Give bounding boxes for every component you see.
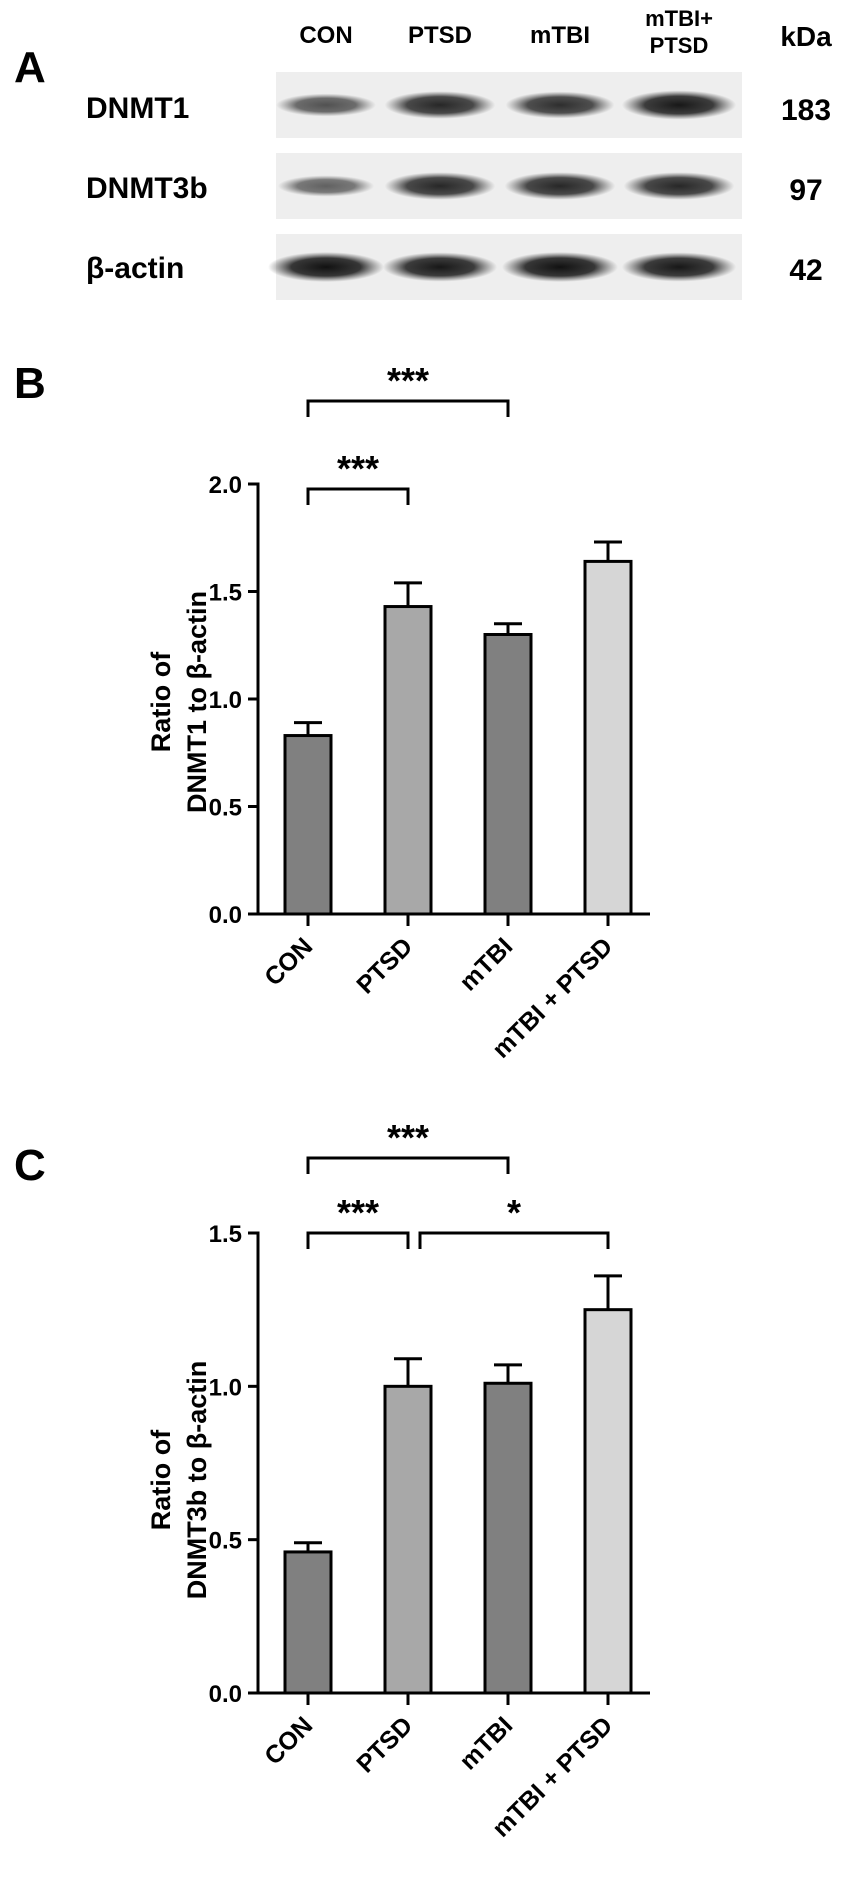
dnmt1-category-label-3: mTBI (454, 932, 518, 996)
dnmt3b-significance-bracket-3 (418, 1231, 610, 1249)
blot-row-label-beta-actin: β-actin (86, 252, 184, 285)
lane-label-mtbi: mTBI (530, 22, 590, 49)
blot-band-dnmt3b-3 (504, 172, 616, 200)
dnmt1-significance-label-2: *** (337, 448, 379, 489)
dnmt1-y-tick-label: 1.5 (209, 580, 242, 607)
panel-letter-c: C (14, 1141, 46, 1190)
dnmt1-ylabel-line1: Ratio of (146, 651, 176, 752)
blot-kda-dnmt1: 183 (781, 94, 831, 127)
dnmt1-bar-2 (383, 605, 433, 916)
blot-band-actin-3 (502, 252, 618, 282)
dnmt3b-bar-2 (383, 1384, 433, 1695)
western-blot-panel: A CON PTSD mTBI mTBI+ PTSD kDa DNMT1 DNM… (14, 6, 832, 300)
dnmt3b-ylabel-line1: Ratio of (146, 1429, 176, 1530)
dnmt3b-significance-label-2: *** (337, 1192, 379, 1233)
dnmt3b-bar-3 (483, 1381, 533, 1695)
dnmt3b-bar-1 (283, 1550, 333, 1695)
dnmt3b-chart: C Ratio of DNMT3b to β-actin 0.0 0.5 1.0 1.… (14, 1117, 650, 1843)
blot-row-label-dnmt1: DNMT1 (86, 92, 189, 125)
blot-band-dnmt1-4 (621, 90, 737, 120)
dnmt1-y-tick-label: 2.0 (209, 472, 242, 499)
dnmt3b-category-label-3: mTBI (454, 1711, 518, 1775)
dnmt1-category-label-1: CON (259, 932, 318, 991)
dnmt3b-y-tick-label: 1.5 (209, 1221, 242, 1248)
blot-strips (268, 72, 742, 300)
lane-label-con: CON (299, 22, 352, 49)
dnmt1-category-label-2: PTSD (351, 932, 418, 999)
dnmt3b-bar-4 (583, 1308, 633, 1695)
blot-band-dnmt1-2 (384, 91, 496, 119)
dnmt3b-y-tick-label: 0.0 (209, 1681, 242, 1708)
dnmt3b-ylabel-line2: DNMT3b to β-actin (182, 1361, 212, 1599)
blot-band-dnmt3b-1 (277, 175, 375, 197)
lane-label-mtbi-ptsd-line1: mTBI+ (645, 6, 713, 31)
panel-letter-a: A (14, 43, 46, 92)
dnmt3b-y-tick-label: 0.5 (209, 1528, 242, 1555)
dnmt1-bar-1 (283, 734, 333, 916)
dnmt1-significance-bracket-1 (306, 399, 510, 417)
blot-band-dnmt1-1 (276, 93, 376, 117)
dnmt3b-significance-label-3: * (507, 1192, 521, 1233)
blot-band-dnmt3b-2 (384, 172, 496, 200)
dnmt3b-significance-label-1: *** (387, 1117, 429, 1158)
blot-row-label-dnmt3b: DNMT3b (86, 172, 208, 205)
lane-label-mtbi-ptsd-line2: PTSD (650, 33, 709, 58)
dnmt1-y-tick-label: 1.0 (209, 687, 242, 714)
dnmt1-chart: B Ratio of DNMT1 to β-actin 0.0 0.5 1.0 1.5… (14, 359, 650, 1064)
dnmt1-significance-bracket-2 (306, 487, 410, 505)
dnmt3b-significance-bracket-2 (306, 1231, 410, 1249)
dnmt3b-category-label-2: PTSD (351, 1711, 418, 1778)
blot-kda-beta-actin: 42 (789, 254, 822, 287)
dnmt1-bar-3 (483, 633, 533, 916)
panel-letter-b: B (14, 359, 46, 408)
dnmt3b-category-label-1: CON (259, 1711, 318, 1770)
dnmt1-bar-4 (583, 559, 633, 916)
dnmt3b-significance-bracket-1 (306, 1156, 510, 1174)
kda-header: kDa (780, 21, 832, 52)
blot-band-dnmt1-3 (505, 91, 615, 119)
dnmt1-y-tick-label: 0.5 (209, 795, 242, 822)
dnmt3b-y-tick-label: 1.0 (209, 1374, 242, 1401)
dnmt1-ylabel-line2: DNMT1 to β-actin (182, 591, 212, 813)
lane-label-ptsd: PTSD (408, 22, 472, 49)
blot-band-actin-2 (382, 252, 498, 282)
blot-kda-dnmt3b: 97 (789, 174, 822, 207)
blot-band-actin-4 (621, 252, 737, 282)
dnmt1-y-tick-label: 0.0 (209, 902, 242, 929)
dnmt1-significance-label-1: *** (387, 360, 429, 401)
blot-band-actin-1 (268, 252, 384, 282)
blot-band-dnmt3b-4 (623, 172, 735, 200)
